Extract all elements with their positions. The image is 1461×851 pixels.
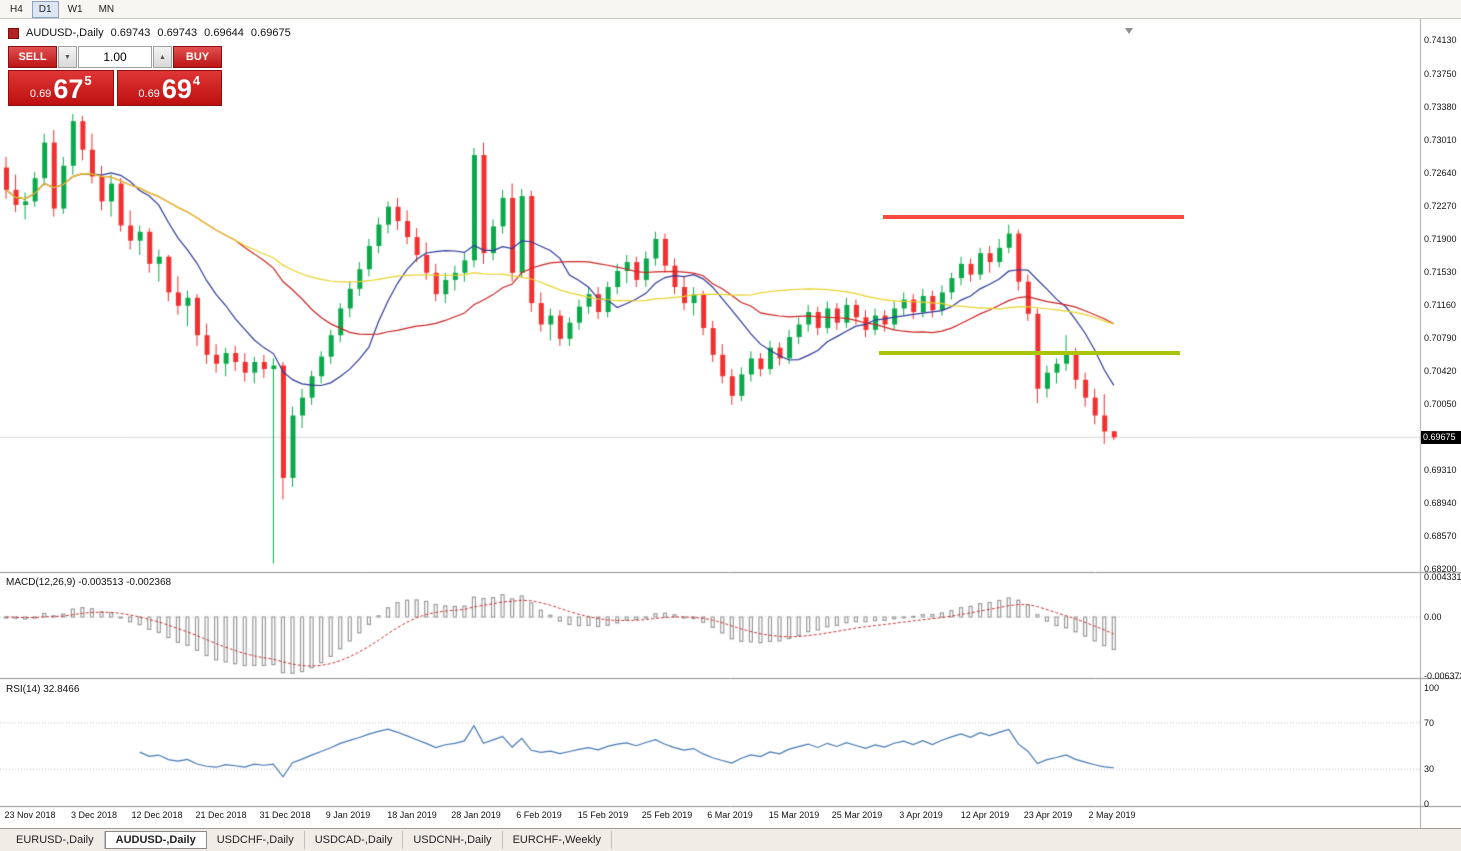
chart-symbol-icon xyxy=(8,27,19,39)
date-axis-label: 18 Jan 2019 xyxy=(387,810,437,820)
date-axis-label: 9 Jan 2019 xyxy=(325,810,371,820)
trade-controls-row: SELL ▼ 1.00 ▲ BUY xyxy=(8,46,222,68)
price-axis-label: 0.74130 xyxy=(1424,35,1457,45)
rsi-axis-label: 100 xyxy=(1424,683,1440,693)
date-axis-label: 6 Feb 2019 xyxy=(516,810,562,820)
resistance-line[interactable] xyxy=(883,215,1184,219)
date-axis-label: 31 Dec 2018 xyxy=(259,810,311,820)
support-line[interactable] xyxy=(879,351,1180,355)
ask-price-point: 4 xyxy=(192,73,201,88)
price-axis-label: 0.72640 xyxy=(1424,167,1457,178)
price-axis-label: 0.73750 xyxy=(1424,68,1457,79)
macd-indicator-label: MACD(12,26,9) -0.003513 -0.002368 xyxy=(6,577,172,588)
date-axis-label: 6 Mar 2019 xyxy=(707,810,753,820)
tab-eurusd-daily[interactable]: EURUSD-,Daily xyxy=(6,831,105,849)
tab-usdcnh-daily[interactable]: USDCNH-,Daily xyxy=(403,831,503,849)
date-axis-label: 12 Dec 2018 xyxy=(131,810,183,820)
price-axis-label: 0.68570 xyxy=(1424,530,1457,541)
rsi-axis-label: 30 xyxy=(1424,764,1435,775)
date-axis-label: 12 Apr 2019 xyxy=(960,810,1010,820)
macd-axis-label: 0.00 xyxy=(1424,612,1442,622)
price-axis-label: 0.68940 xyxy=(1424,497,1457,508)
timeframe-h4-button[interactable]: H4 xyxy=(10,3,23,15)
date-axis-label: 2 May 2019 xyxy=(1088,810,1136,820)
date-axis-label: 21 Dec 2018 xyxy=(195,810,247,820)
ohlc-high: 0.69743 xyxy=(157,27,198,39)
tab-usdcad-daily[interactable]: USDCAD-,Daily xyxy=(305,831,404,849)
tab-audusd-daily[interactable]: AUDUSD-,Daily xyxy=(104,831,207,849)
price-axis-label: 0.71530 xyxy=(1424,266,1457,277)
date-axis-label: 15 Mar 2019 xyxy=(768,810,820,820)
bid-ask-row: 0.69 67 5 0.69 69 4 xyxy=(8,70,222,106)
date-axis-label: 3 Dec 2018 xyxy=(70,810,118,820)
chart-symbol-label: AUDUSD-,Daily xyxy=(26,27,104,39)
macd-axis-label: -0.006373 xyxy=(1424,670,1461,681)
autoscroll-marker-icon xyxy=(1125,28,1133,34)
date-axis-label: 28 Jan 2019 xyxy=(451,810,501,820)
sell-button[interactable]: SELL xyxy=(8,46,57,68)
timeframe-w1-button[interactable]: W1 xyxy=(67,3,83,15)
price-axis-label: 0.69310 xyxy=(1424,464,1457,475)
bid-price-point: 5 xyxy=(84,73,92,88)
buy-button[interactable]: BUY xyxy=(173,46,222,68)
ohlc-close: 0.69675 xyxy=(250,27,291,39)
one-click-trading-panel: SELL ▼ 1.00 ▲ BUY 0.69 67 5 0.69 69 4 xyxy=(8,46,222,106)
ask-price-pips: 69 xyxy=(161,74,192,104)
volume-increase-icon[interactable]: ▲ xyxy=(153,46,172,68)
ask-price-display[interactable]: 0.69 69 4 xyxy=(116,70,222,106)
rsi-indicator-label: RSI(14) 32.8466 xyxy=(6,684,80,695)
price-axis-label: 0.70420 xyxy=(1424,365,1457,376)
bid-price-display[interactable]: 0.69 67 5 xyxy=(8,70,114,106)
volume-input[interactable]: 1.00 xyxy=(78,46,152,68)
price-axis-label: 0.71160 xyxy=(1424,299,1456,310)
tab-usdchf-daily[interactable]: USDCHF-,Daily xyxy=(207,831,305,849)
macd-axis-label: 0.004331 xyxy=(1424,571,1461,582)
date-axis-label: 23 Apr 2019 xyxy=(1023,810,1073,820)
date-axis-label: 25 Feb 2019 xyxy=(641,810,693,820)
price-axis-label: 0.70050 xyxy=(1424,398,1457,409)
timeframe-d1-button[interactable]: D1 xyxy=(31,0,59,18)
price-axis-label: 0.70790 xyxy=(1424,332,1457,343)
date-axis-label: 23 Nov 2018 xyxy=(4,810,56,820)
volume-decrease-icon[interactable]: ▼ xyxy=(58,46,77,68)
rsi-axis-label: 70 xyxy=(1424,717,1435,728)
price-axis-label: 0.73010 xyxy=(1424,134,1457,145)
ohlc-open: 0.69743 xyxy=(110,27,151,39)
timeframe-toolbar: H4 D1 W1 MN xyxy=(0,0,1461,19)
chart-header: AUDUSD-,Daily 0.69743 0.69743 0.69644 0.… xyxy=(8,27,291,39)
timeframe-mn-button[interactable]: MN xyxy=(98,3,115,15)
date-axis-label: 15 Feb 2019 xyxy=(577,810,629,820)
price-axis-label: 0.68200 xyxy=(1424,563,1457,574)
date-axis-label: 3 Apr 2019 xyxy=(899,810,943,820)
price-axis-label: 0.72270 xyxy=(1424,200,1457,211)
price-axis-label: 0.71900 xyxy=(1424,233,1457,244)
current-price-badge: 0.69675 xyxy=(1421,431,1461,444)
ask-price-prefix: 0.69 xyxy=(138,88,160,100)
ohlc-low: 0.69644 xyxy=(204,27,244,39)
tab-eurchf-weekly[interactable]: EURCHF-,Weekly xyxy=(503,831,612,849)
bid-price-prefix: 0.69 xyxy=(29,88,52,100)
date-axis-label: 25 Mar 2019 xyxy=(831,810,883,820)
chart-tab-bar: EURUSD-,Daily AUDUSD-,Daily USDCHF-,Dail… xyxy=(0,828,1461,851)
rsi-axis-label: 0 xyxy=(1424,799,1430,809)
price-axis-label: 0.73380 xyxy=(1424,101,1457,112)
bid-price-pips: 67 xyxy=(53,74,84,104)
